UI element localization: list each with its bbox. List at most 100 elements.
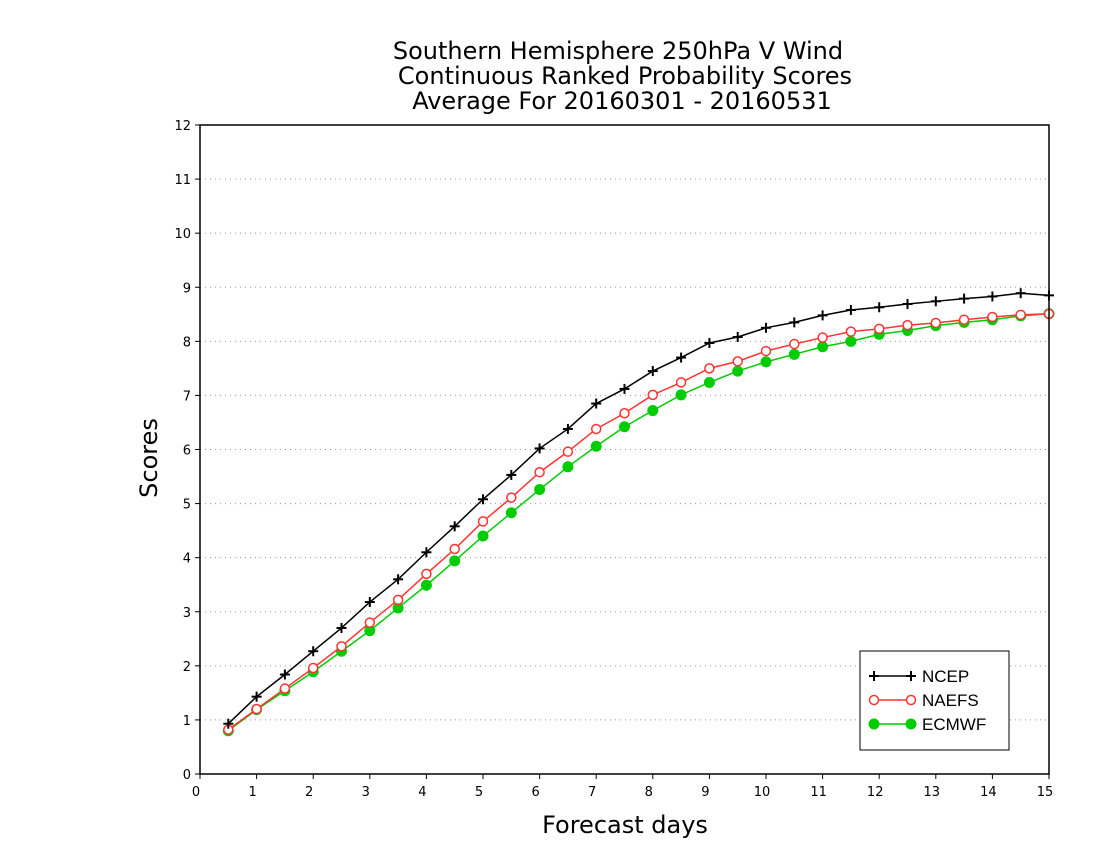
data-point-ncep xyxy=(591,398,602,409)
data-point-ncep xyxy=(676,352,687,363)
legend-marker xyxy=(905,694,917,706)
data-point-ncep xyxy=(506,469,517,480)
y-tick-label: 1 xyxy=(183,714,191,729)
data-point-ecmwf xyxy=(703,376,715,388)
chart-title-line-3: Average For 20160301 - 20160531 xyxy=(412,87,832,115)
x-tick-label: 4 xyxy=(418,785,426,800)
data-point-ncep xyxy=(987,291,998,302)
data-point-ncep xyxy=(449,521,460,532)
y-tick-label: 9 xyxy=(183,281,191,296)
x-tick-label: 1 xyxy=(248,785,256,800)
data-point-ncep xyxy=(959,293,970,304)
x-tick-label: 8 xyxy=(645,785,653,800)
legend-item-ecmwf: ECMWF xyxy=(868,715,986,734)
data-point-naefs xyxy=(873,323,885,335)
y-tick-label: 8 xyxy=(183,335,191,350)
data-point-ncep xyxy=(308,646,319,657)
data-point-ecmwf xyxy=(647,405,659,417)
chart-title: Southern Hemisphere 250hPa V Wind Contin… xyxy=(393,37,852,115)
data-point-ecmwf xyxy=(420,579,432,591)
y-tick-label: 2 xyxy=(183,660,191,675)
x-tick-label: 12 xyxy=(867,785,884,800)
data-point-naefs xyxy=(1015,309,1026,321)
series-layer xyxy=(222,288,1055,737)
x-tick-label: 15 xyxy=(1037,785,1054,800)
data-point-naefs xyxy=(647,389,659,401)
series-ncep xyxy=(223,288,1054,729)
data-point-ecmwf xyxy=(732,365,744,377)
y-tick-label: 3 xyxy=(183,606,191,621)
data-point-ecmwf xyxy=(477,530,489,542)
data-point-naefs xyxy=(732,356,743,367)
legend-item-naefs: NAEFS xyxy=(868,691,979,710)
data-point-ecmwf xyxy=(534,484,546,496)
legend-marker xyxy=(905,718,917,730)
data-point-ncep xyxy=(647,366,658,377)
data-point-ncep xyxy=(1015,288,1026,299)
data-point-naefs xyxy=(336,641,347,652)
data-point-naefs xyxy=(675,377,687,388)
y-tick-label: 12 xyxy=(174,119,191,134)
data-point-ecmwf xyxy=(562,461,574,473)
x-axis-label: Forecast days xyxy=(542,811,708,839)
legend-label-naefs: NAEFS xyxy=(922,691,979,710)
data-point-ncep xyxy=(279,669,290,680)
data-point-ncep xyxy=(251,691,262,702)
data-point-ecmwf xyxy=(788,348,800,360)
data-point-naefs xyxy=(958,314,970,325)
data-point-ecmwf xyxy=(845,335,857,347)
y-tick-label: 0 xyxy=(183,768,191,783)
legend-label-ecmwf: ECMWF xyxy=(922,715,986,734)
data-point-naefs xyxy=(534,466,545,478)
data-point-ecmwf xyxy=(760,356,772,368)
data-point-ncep xyxy=(704,337,715,348)
chart-title-line-2: Continuous Ranked Probability Scores xyxy=(398,62,852,90)
data-point-naefs xyxy=(364,617,376,628)
data-point-naefs xyxy=(704,363,715,374)
data-point-naefs xyxy=(279,683,291,694)
data-point-ncep xyxy=(902,299,913,310)
data-point-ncep xyxy=(619,383,630,394)
data-point-ncep xyxy=(223,718,234,729)
data-point-ncep xyxy=(817,310,828,321)
data-point-ncep xyxy=(478,494,488,505)
y-tick-label: 11 xyxy=(174,173,191,188)
data-point-naefs xyxy=(930,317,942,329)
data-point-naefs xyxy=(392,594,404,606)
data-point-naefs xyxy=(845,326,857,337)
data-point-ncep xyxy=(789,317,800,328)
data-point-ecmwf xyxy=(449,555,461,567)
data-point-ecmwf xyxy=(817,341,829,353)
data-point-ncep xyxy=(732,332,743,343)
y-tick-label: 6 xyxy=(183,444,191,459)
x-tick-label: 5 xyxy=(475,785,483,800)
data-point-naefs xyxy=(562,446,574,457)
data-point-ncep xyxy=(393,574,404,585)
x-tick-label: 2 xyxy=(305,785,313,800)
data-point-naefs xyxy=(421,568,432,580)
data-point-naefs xyxy=(506,492,517,503)
data-point-naefs xyxy=(789,338,800,350)
chart-title-line-1: Southern Hemisphere 250hPa V Wind xyxy=(393,37,843,65)
data-point-naefs xyxy=(760,345,772,357)
legend: NCEP NAEFS ECMWF xyxy=(859,650,1010,751)
y-tick-label: 7 xyxy=(183,389,191,404)
series-naefs xyxy=(223,308,1055,735)
data-point-naefs xyxy=(590,423,602,435)
y-tick-label: 5 xyxy=(183,498,191,513)
data-point-naefs xyxy=(477,516,489,527)
legend-marker xyxy=(868,694,880,706)
data-point-ncep xyxy=(364,597,375,608)
y-axis-label: Scores xyxy=(135,418,163,498)
x-tick-label: 9 xyxy=(701,785,709,800)
data-point-naefs xyxy=(902,319,913,331)
data-point-ecmwf xyxy=(619,421,630,433)
x-tick-label: 6 xyxy=(531,785,539,800)
data-point-naefs xyxy=(619,408,630,419)
x-tick-label: 3 xyxy=(362,785,370,800)
data-point-naefs xyxy=(817,332,828,343)
x-tick-label: 10 xyxy=(754,785,771,800)
data-point-ecmwf xyxy=(505,507,517,519)
legend-item-ncep: NCEP xyxy=(869,667,969,686)
